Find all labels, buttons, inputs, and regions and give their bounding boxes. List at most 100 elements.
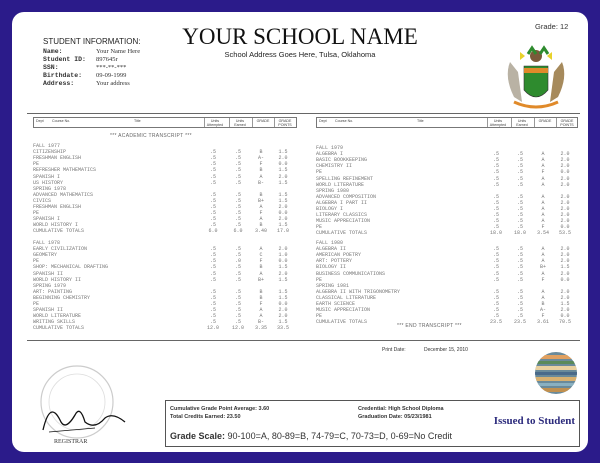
field-label: Birthdate:	[43, 72, 83, 79]
earned: .5	[234, 252, 241, 259]
course-row: CLASSICAL LITERATURE .5 .5 A 2.0	[316, 295, 578, 301]
earned: .5	[516, 313, 523, 320]
course-row: BIOLOGY I .5 .5 A 2.0	[316, 206, 578, 212]
points: 1.5	[278, 319, 288, 326]
grade: A	[259, 313, 263, 320]
grade: F	[259, 258, 263, 265]
points: 0.0	[278, 210, 288, 217]
attempted: .5	[209, 246, 216, 253]
earned: .5	[234, 173, 241, 180]
grade: B+	[257, 276, 264, 283]
points: 2.0	[560, 246, 570, 253]
attempted: .5	[492, 270, 499, 277]
grade: F	[259, 301, 263, 307]
col-course-no: Course No.	[52, 119, 71, 123]
points: 0.0	[278, 161, 288, 168]
attempted: .5	[209, 276, 216, 283]
attempted: .5	[492, 224, 499, 231]
attempted: .5	[492, 212, 499, 219]
attempted: .5	[209, 216, 216, 223]
points: 1.5	[278, 288, 288, 295]
earned: .5	[516, 276, 523, 283]
col-title: Title	[134, 119, 141, 123]
earned: .5	[234, 191, 241, 198]
attempted: .5	[492, 181, 499, 188]
course-row: ART: PAINTING .5 .5 B 1.5	[33, 289, 297, 295]
points: 2.0	[560, 212, 570, 219]
earned: .5	[234, 149, 241, 156]
attempted: .5	[209, 191, 216, 198]
term-heading: FALL 1978	[33, 240, 297, 246]
course-title: BUSINESS COMMUNICATIONS	[316, 270, 386, 277]
course-title: ADVANCED COMPOSITION	[316, 193, 377, 200]
grade: A	[541, 157, 545, 164]
course-title: WORLD LITERATURE	[33, 313, 82, 320]
grade: A	[259, 270, 263, 277]
attempted: .5	[492, 163, 499, 170]
term-heading: SPRING 1978	[33, 186, 297, 192]
points: 0.0	[278, 301, 288, 307]
earned: .5	[234, 288, 241, 295]
course-row: CIVICS .5 .5 B+ 1.5	[33, 198, 297, 204]
course-row: BUSINESS COMMUNICATIONS .5 .5 A 2.0	[316, 271, 578, 277]
attempted: .5	[209, 197, 216, 204]
points: 2.0	[560, 151, 570, 158]
course-title: SHOP: MECHANICAL DRAFTING	[33, 264, 109, 271]
course-title: FALL 1979	[316, 145, 344, 151]
course-title: GEOMETRY	[33, 252, 58, 259]
course-title: AMERICAN POETRY	[316, 252, 362, 259]
grade: F	[541, 276, 545, 283]
attempted: .5	[492, 206, 499, 212]
course-title: SPANISH II	[33, 270, 64, 277]
course-title: BEGINNING CHEMISTRY	[33, 294, 91, 301]
earned: .5	[234, 155, 241, 162]
earned: .5	[516, 218, 523, 225]
course-title: BIOLOGY II	[316, 264, 347, 271]
grade: A-	[539, 307, 546, 314]
earned: .5	[516, 224, 523, 231]
term-heading: FALL 1979	[316, 145, 578, 151]
course-title: ADVANCED MATHEMATICS	[33, 191, 94, 198]
points: 1.5	[278, 149, 288, 156]
transcript-document	[12, 12, 588, 452]
course-title: WORLD HISTORY I	[33, 222, 79, 229]
course-row: PE .5 .5 F 0.0	[33, 301, 297, 307]
attempted: .5	[492, 301, 499, 307]
course-title: PE	[316, 169, 323, 176]
field-value: 897645r	[96, 56, 118, 63]
course-title: SPRING 1978	[33, 185, 67, 192]
earned: .5	[516, 264, 523, 271]
earned: .5	[516, 193, 523, 200]
attempted: 18.0	[489, 230, 502, 237]
course-title: CITIZENSHIP	[33, 149, 67, 156]
course-title: BASIC BOOKKEEPING	[316, 157, 368, 164]
student-field: Birthdate: 09-09-1999	[43, 72, 140, 80]
attempted: .5	[209, 319, 216, 326]
attempted: .5	[492, 276, 499, 283]
course-title: FRESHMAN ENGLISH	[33, 155, 82, 162]
course-title: SPELLING REFINEMENT	[316, 175, 374, 182]
earned: .5	[234, 294, 241, 301]
earned: .5	[516, 206, 523, 212]
course-row: CITIZENSHIP .5 .5 B 1.5	[33, 149, 297, 155]
footer-divider	[27, 340, 580, 341]
course-title: CUMULATIVE TOTALS	[33, 325, 85, 332]
table-header-right: Dept Course No. Title Units Attempted Unit…	[316, 117, 578, 128]
grade: B	[259, 288, 263, 295]
points: 2.0	[560, 288, 570, 295]
points: 2.0	[278, 204, 288, 210]
col-title: Title	[417, 119, 424, 123]
earned: .5	[516, 212, 523, 219]
course-title: MUSIC APPRECIATION	[316, 218, 371, 225]
grade: A	[541, 181, 545, 188]
attempted: .5	[209, 294, 216, 301]
grade-scale: Grade Scale: 90-100=A, 80-89=B, 74-79=C,…	[170, 431, 452, 441]
attempted: .5	[492, 169, 499, 176]
grade: F	[259, 210, 263, 217]
grade: 3.54	[536, 230, 549, 237]
course-title: ALGEBRA II WITH TRIGONOMETRY	[316, 288, 401, 295]
course-row: PE .5 .5 F 0.0	[33, 210, 297, 216]
summary-box: Cumulative Grade Point Average: 3.60 Tot…	[165, 400, 580, 447]
total-credits: Total Credits Earned: 23.50	[170, 414, 241, 420]
points: 1.5	[278, 264, 288, 271]
